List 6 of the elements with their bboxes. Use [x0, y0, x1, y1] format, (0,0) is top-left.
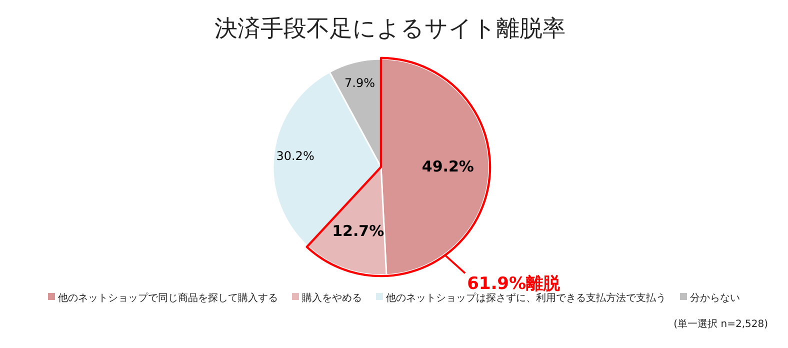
legend-label: 分からない [690, 292, 740, 304]
annotation: (単一選択 n=2,528) [674, 319, 768, 330]
legend-label: 他のネットショップは探さずに、利用できる支払方法で支払う [386, 292, 666, 304]
title: 決済手段不足によるサイト離脱率 [214, 16, 566, 42]
legend-label: 購入をやめる [302, 292, 362, 304]
legend-label: 他のネットショップで同じ商品を探して購入する [58, 292, 278, 304]
